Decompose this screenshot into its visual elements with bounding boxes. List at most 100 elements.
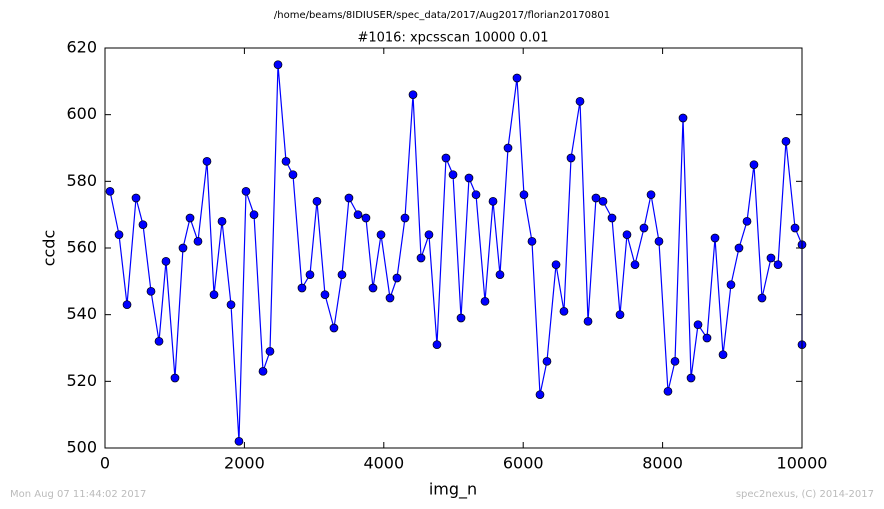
- marker: [131, 193, 141, 203]
- x-tick-label: 10000: [777, 454, 828, 473]
- marker: [344, 193, 354, 203]
- marker: [161, 256, 171, 266]
- y-tick-label: 560: [66, 238, 97, 257]
- x-tick-label: 0: [100, 454, 110, 473]
- marker: [781, 136, 791, 146]
- marker: [766, 253, 776, 263]
- y-tick-label: 600: [66, 104, 97, 123]
- marker: [305, 270, 315, 280]
- marker: [114, 230, 124, 240]
- x-tick-label: 4000: [363, 454, 404, 473]
- x-axis-label: img_n: [429, 480, 477, 500]
- marker: [678, 113, 688, 123]
- marker: [241, 186, 251, 196]
- marker: [193, 236, 203, 246]
- marker: [265, 346, 275, 356]
- marker: [542, 356, 552, 366]
- marker: [416, 253, 426, 263]
- marker: [654, 236, 664, 246]
- marker: [178, 243, 188, 253]
- marker: [471, 190, 481, 200]
- marker: [742, 216, 752, 226]
- marker: [790, 223, 800, 233]
- marker: [368, 283, 378, 293]
- marker: [385, 293, 395, 303]
- marker: [598, 196, 608, 206]
- marker: [353, 210, 363, 220]
- marker: [670, 356, 680, 366]
- marker: [607, 213, 617, 223]
- marker: [686, 373, 696, 383]
- marker: [718, 350, 728, 360]
- marker: [559, 306, 569, 316]
- marker: [726, 280, 736, 290]
- marker: [185, 213, 195, 223]
- footer-left: Mon Aug 07 11:44:02 2017: [10, 489, 146, 500]
- marker: [154, 336, 164, 346]
- marker: [773, 260, 783, 270]
- marker: [424, 230, 434, 240]
- marker: [734, 243, 744, 253]
- marker: [551, 260, 561, 270]
- marker: [249, 210, 259, 220]
- marker: [575, 96, 585, 106]
- marker: [105, 186, 115, 196]
- marker: [693, 320, 703, 330]
- marker: [456, 313, 466, 323]
- marker: [392, 273, 402, 283]
- marker: [234, 436, 244, 446]
- marker: [591, 193, 601, 203]
- y-tick-label: 520: [66, 371, 97, 390]
- marker: [337, 270, 347, 280]
- marker: [297, 283, 307, 293]
- marker: [432, 340, 442, 350]
- marker: [566, 153, 576, 163]
- marker: [320, 290, 330, 300]
- marker: [622, 230, 632, 240]
- marker: [170, 373, 180, 383]
- plot-frame: [104, 47, 803, 449]
- marker: [488, 196, 498, 206]
- y-tick-label: 580: [66, 171, 97, 190]
- footer-right: spec2nexus, (C) 2014-2017: [736, 489, 874, 500]
- marker: [630, 260, 640, 270]
- x-tick-label: 2000: [224, 454, 265, 473]
- marker: [757, 293, 767, 303]
- marker: [138, 220, 148, 230]
- marker: [519, 190, 529, 200]
- y-tick-label: 500: [66, 438, 97, 457]
- suptitle: /home/beams/8IDIUSER/spec_data/2017/Aug2…: [274, 10, 610, 21]
- marker: [400, 213, 410, 223]
- marker: [258, 366, 268, 376]
- marker: [749, 160, 759, 170]
- marker: [448, 170, 458, 180]
- marker: [702, 333, 712, 343]
- marker: [329, 323, 339, 333]
- marker: [361, 213, 371, 223]
- marker: [281, 156, 291, 166]
- marker: [146, 286, 156, 296]
- marker: [376, 230, 386, 240]
- marker: [583, 316, 593, 326]
- marker: [288, 170, 298, 180]
- x-tick-label: 6000: [503, 454, 544, 473]
- marker: [639, 223, 649, 233]
- marker: [480, 296, 490, 306]
- marker: [312, 196, 322, 206]
- y-tick-label: 540: [66, 304, 97, 323]
- marker: [226, 300, 236, 310]
- marker: [273, 60, 283, 70]
- marker: [217, 216, 227, 226]
- chart-title: #1016: xpcsscan 10000 0.01: [357, 31, 548, 46]
- marker: [122, 300, 132, 310]
- marker: [464, 173, 474, 183]
- marker: [495, 270, 505, 280]
- y-axis-label: ccdc: [40, 230, 59, 267]
- marker: [503, 143, 513, 153]
- marker: [615, 310, 625, 320]
- marker: [710, 233, 720, 243]
- marker: [535, 390, 545, 400]
- marker: [646, 190, 656, 200]
